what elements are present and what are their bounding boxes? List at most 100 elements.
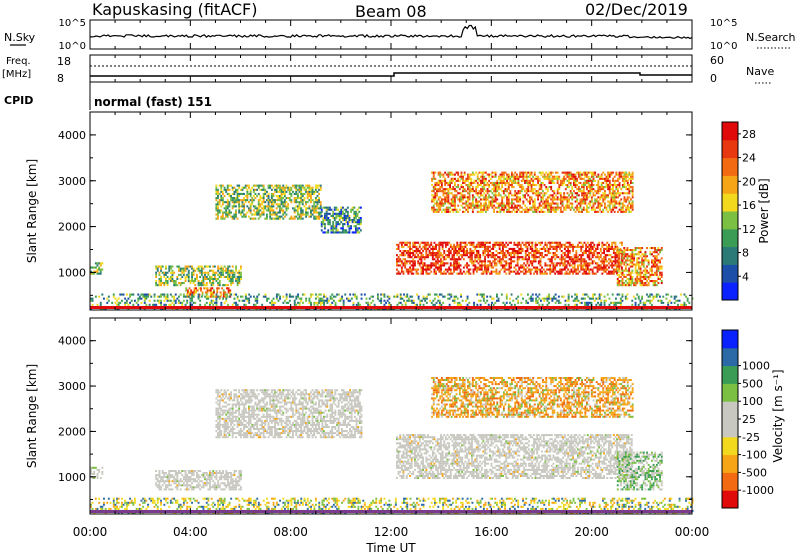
power-cell: [230, 195, 232, 198]
power-cell: [560, 254, 563, 257]
power-cell: [147, 295, 149, 298]
power-cell: [436, 258, 439, 261]
power-cell: [436, 208, 438, 211]
power-cell: [471, 198, 474, 201]
power-cell: [559, 184, 562, 187]
power-cell: [345, 208, 348, 211]
power-cell: [506, 243, 509, 246]
power-cell: [534, 254, 537, 257]
power-cell: [324, 206, 326, 209]
power-cell: [431, 198, 433, 201]
power-cell: [515, 175, 518, 178]
power-cell: [634, 277, 637, 280]
power-cell: [616, 264, 618, 267]
power-cell: [431, 245, 434, 248]
power-cell: [631, 204, 634, 207]
power-cell: [551, 171, 554, 174]
power-cell: [447, 208, 450, 211]
power-cell: [511, 179, 513, 182]
power-cell: [484, 258, 486, 261]
power-cell: [498, 202, 500, 205]
power-cell: [439, 190, 442, 193]
power-cell: [526, 247, 529, 250]
power-cell: [446, 270, 449, 273]
power-cell: [630, 204, 632, 207]
power-cell: [173, 297, 176, 300]
power-cell: [610, 188, 613, 191]
power-cell: [209, 282, 211, 285]
power-cell: [447, 184, 450, 187]
power-cell: [529, 206, 531, 209]
power-cell: [502, 256, 504, 259]
power-cell: [282, 295, 285, 298]
power-cell: [189, 299, 192, 302]
power-cell: [99, 270, 102, 273]
power-cell: [450, 188, 453, 191]
power-cell: [609, 260, 612, 263]
power-cell: [438, 250, 441, 253]
power-cell: [522, 188, 525, 191]
power-cell: [604, 206, 606, 209]
power-cell: [533, 254, 535, 257]
power-cell: [447, 198, 450, 201]
power-cell: [477, 241, 480, 244]
power-cell: [158, 271, 161, 274]
power-cell: [270, 205, 273, 208]
power-cell: [305, 213, 307, 216]
power-cell: [494, 171, 497, 174]
power-cell: [527, 184, 530, 187]
power-cell: [557, 245, 560, 248]
power-cell: [184, 269, 187, 272]
power-cell: [438, 266, 441, 269]
power-cell: [353, 217, 356, 220]
power-cell: [469, 268, 472, 271]
power-cell: [481, 179, 484, 182]
power-cell: [475, 198, 478, 201]
power-cell: [188, 293, 191, 296]
power-cell: [377, 293, 379, 296]
power-cell: [604, 173, 606, 176]
power-cell: [564, 206, 567, 209]
power-cell: [646, 259, 648, 262]
power-cell: [316, 303, 319, 306]
power-cell: [564, 188, 567, 191]
power-cell: [613, 175, 616, 178]
power-cell: [267, 192, 270, 195]
power-cell: [193, 289, 196, 292]
power-cell: [277, 299, 280, 302]
power-cell: [544, 264, 547, 267]
power-cell: [521, 264, 524, 267]
power-cell: [514, 171, 517, 174]
power-cell: [511, 181, 513, 184]
power-cell: [514, 206, 517, 209]
power-cell: [462, 241, 465, 244]
power-cell: [350, 210, 352, 213]
power-cell: [481, 198, 484, 201]
power-cell: [409, 241, 411, 244]
power-cell: [623, 261, 626, 264]
power-cell: [594, 262, 597, 265]
power-cell: [186, 265, 189, 268]
power-cell: [179, 282, 182, 285]
power-cell: [204, 284, 206, 287]
power-cell: [475, 171, 478, 174]
power-cell: [636, 263, 639, 266]
power-cell: [161, 265, 164, 268]
power-cell: [530, 177, 533, 180]
power-cell: [264, 192, 267, 195]
power-cell: [529, 252, 532, 255]
power-cell: [537, 196, 539, 199]
power-cell: [516, 241, 519, 244]
power-cell: [449, 250, 452, 253]
power-cell: [530, 206, 533, 209]
power-cell: [556, 188, 559, 191]
power-cell: [636, 261, 639, 264]
power-cell: [553, 198, 556, 201]
power-cell: [510, 264, 512, 267]
power-cell: [605, 184, 608, 187]
power-cell: [448, 254, 451, 257]
power-cell: [445, 196, 448, 199]
power-cell: [479, 264, 482, 267]
power-cell: [524, 250, 527, 253]
power-cell: [332, 299, 335, 302]
